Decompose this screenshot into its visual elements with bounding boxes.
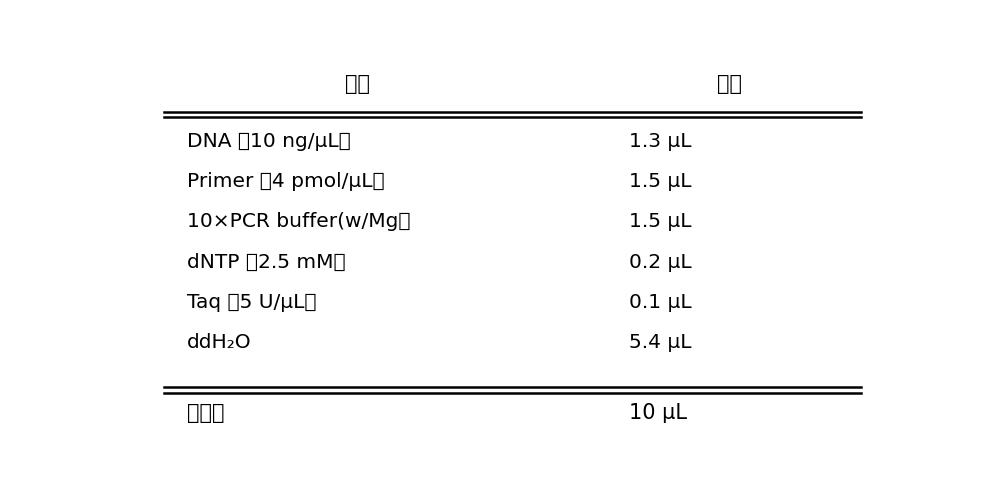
Text: 0.1 μL: 0.1 μL xyxy=(629,293,691,312)
Text: Taq （5 U/μL）: Taq （5 U/μL） xyxy=(187,293,316,312)
Text: 10 μL: 10 μL xyxy=(629,403,687,423)
Text: DNA （10 ng/μL）: DNA （10 ng/μL） xyxy=(187,132,351,151)
Text: 1.5 μL: 1.5 μL xyxy=(629,172,691,191)
Text: 总体积: 总体积 xyxy=(187,403,224,423)
Text: dNTP （2.5 mM）: dNTP （2.5 mM） xyxy=(187,253,346,271)
Text: 体积: 体积 xyxy=(717,74,742,94)
Text: 1.5 μL: 1.5 μL xyxy=(629,213,691,231)
Text: Primer （4 pmol/μL）: Primer （4 pmol/μL） xyxy=(187,172,385,191)
Text: 5.4 μL: 5.4 μL xyxy=(629,333,691,352)
Text: 10×PCR buffer(w/Mg）: 10×PCR buffer(w/Mg） xyxy=(187,213,411,231)
Text: 1.3 μL: 1.3 μL xyxy=(629,132,691,151)
Text: 样品: 样品 xyxy=(345,74,370,94)
Text: 0.2 μL: 0.2 μL xyxy=(629,253,691,271)
Text: ddH₂O: ddH₂O xyxy=(187,333,252,352)
